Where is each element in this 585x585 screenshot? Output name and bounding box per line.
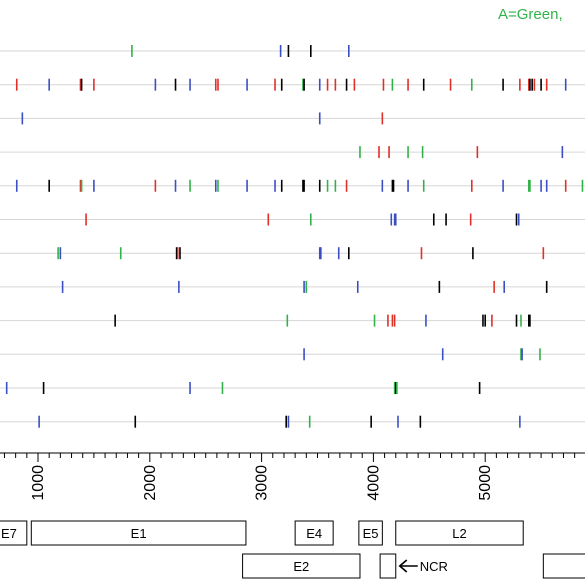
rows-layer — [0, 45, 585, 428]
gene-block: E7 — [0, 520, 28, 546]
sequence-row — [0, 348, 585, 361]
gene-box — [0, 520, 28, 546]
gene-box — [542, 553, 585, 579]
x-tick-label: 1000 — [30, 465, 47, 501]
x-tick-label: 4000 — [365, 465, 382, 501]
ncr-arrowhead — [398, 559, 408, 573]
gene-block: E5 — [358, 520, 383, 546]
gene-box — [395, 520, 524, 546]
sequence-row — [0, 247, 585, 260]
legend-text: A=Green, — [498, 6, 563, 23]
gene-label: L2 — [452, 526, 466, 541]
x-axis: 1000 2000 3000 4000 5000 — [0, 452, 585, 501]
sequence-row — [0, 280, 585, 293]
gene-label: E5 — [363, 526, 379, 541]
sequence-row — [0, 146, 585, 159]
gene-block: E4 — [294, 520, 334, 546]
gene-label: E7 — [1, 526, 17, 541]
ncr-label: NCR — [420, 559, 448, 574]
gene-label: E2 — [293, 559, 309, 574]
sequence-row — [0, 382, 585, 394]
gene-box — [358, 520, 383, 546]
gene-block: L2 — [395, 520, 524, 546]
gene-box — [294, 520, 334, 546]
sequence-row — [0, 213, 585, 226]
gene-block: E1 — [30, 520, 247, 546]
sequence-row — [0, 415, 585, 428]
gene-box — [30, 520, 247, 546]
ncr-annotation: NCR — [398, 559, 448, 574]
sequence-row — [0, 179, 585, 192]
sequence-row — [0, 314, 585, 327]
x-tick-label: 5000 — [477, 465, 494, 501]
gene-label: E4 — [306, 526, 322, 541]
gene-box — [242, 553, 361, 579]
sequence-row — [0, 78, 585, 91]
x-tick-label: 2000 — [142, 465, 159, 501]
x-tick-label: 3000 — [254, 465, 271, 501]
gene-label: E1 — [131, 526, 147, 541]
gene-block: E2 — [242, 553, 361, 579]
genome-map: E7 E1 E4 E5 L2 E2 NCR — [0, 520, 585, 579]
gene-block — [542, 553, 585, 579]
gene-box — [379, 553, 397, 579]
sequence-row — [0, 112, 585, 125]
sequence-row — [0, 45, 585, 57]
gene-block — [379, 553, 397, 579]
